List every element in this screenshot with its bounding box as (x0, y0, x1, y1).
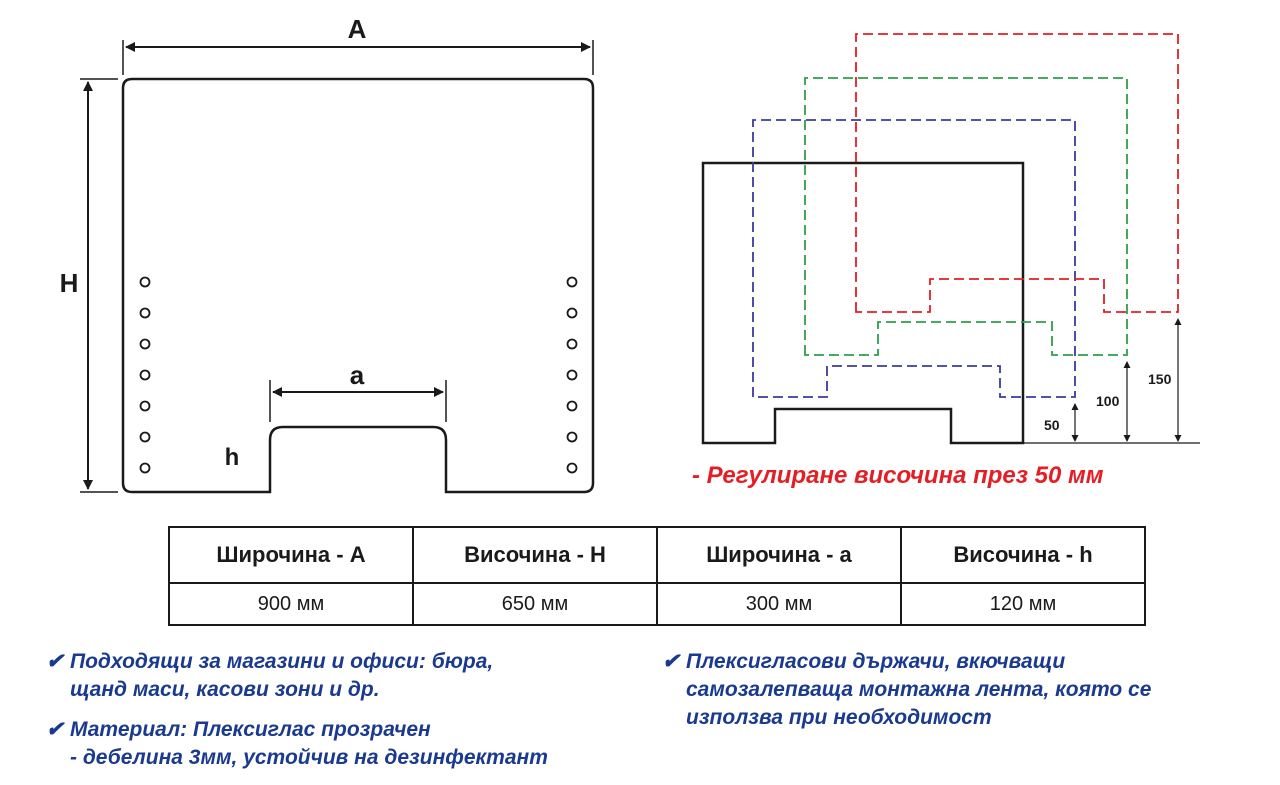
note-usage-line1: Подходящи за магазини и офиси: бюра, (70, 650, 494, 673)
label-cutout-a: a (350, 360, 365, 390)
base-outline (701, 161, 1025, 445)
header-height-h: Височина - h (900, 526, 1146, 584)
panel-outline (121, 77, 595, 494)
blue-dashed-outline (752, 119, 1076, 398)
note-usage: ✔ Подходящи за магазини и офиси: бюра, ща… (46, 648, 493, 704)
note-material-line1: Материал: Плексиглас прозрачен (70, 718, 431, 741)
label-height-H: H (60, 268, 79, 298)
mounting-hole (139, 462, 151, 474)
note-holders-line2: самозалепваща монтажна лента, която се (686, 678, 1152, 701)
checkmark-icon: ✔ (662, 650, 680, 673)
height-label-150: 150 (1148, 371, 1172, 387)
green-dashed-outline (804, 77, 1128, 356)
value-height-h: 120 мм (900, 582, 1146, 626)
specs-table: Широчина - A Височина - H Широчина - a В… (168, 526, 1146, 626)
mounting-hole (566, 431, 578, 443)
mounting-hole (139, 400, 151, 412)
mounting-hole (139, 307, 151, 319)
specs-header-row: Широчина - A Височина - H Широчина - a В… (168, 526, 1146, 584)
height-adjust-caption: - Регулиране височина през 50 мм (692, 462, 1104, 489)
mounting-hole (566, 369, 578, 381)
screen-diagram: A H a h 50 100 150 (60, 14, 1200, 494)
value-height-H: 650 мм (412, 582, 658, 626)
note-holders-line3: използва при необходимост (686, 706, 992, 729)
height-adjustment-view: 50 100 150 (701, 33, 1200, 445)
label-width-A: A (348, 14, 367, 44)
value-width-A: 900 мм (168, 582, 414, 626)
mounting-hole (139, 276, 151, 288)
note-holders: ✔ Плексигласови държачи, вкючващи самозал… (662, 648, 1151, 732)
height-label-100: 100 (1096, 393, 1120, 409)
note-holders-line1: Плексигласови държачи, вкючващи (686, 650, 1066, 673)
specs-value-row: 900 мм 650 мм 300 мм 120 мм (168, 582, 1146, 626)
holes-left (139, 276, 151, 474)
mounting-hole (139, 338, 151, 350)
label-cutout-h: h (225, 444, 240, 471)
checkmark-icon: ✔ (46, 650, 64, 673)
note-material-line2: - дебелина 3мм, устойчив на дезинфектант (70, 746, 548, 769)
front-view: A H a h (60, 14, 595, 494)
note-usage-line2: щанд маси, касови зони и др. (70, 678, 380, 701)
note-material: ✔ Материал: Плексиглас прозрачен - дебели… (46, 716, 548, 772)
value-width-a: 300 мм (656, 582, 902, 626)
header-height-H: Височина - H (412, 526, 658, 584)
mounting-hole (566, 338, 578, 350)
mounting-hole (566, 307, 578, 319)
mounting-hole (139, 431, 151, 443)
checkmark-icon: ✔ (46, 718, 64, 741)
mounting-hole (566, 462, 578, 474)
red-dashed-outline (855, 33, 1179, 313)
header-width-A: Широчина - A (168, 526, 414, 584)
header-width-a: Широчина - a (656, 526, 902, 584)
height-label-50: 50 (1044, 417, 1060, 433)
mounting-hole (566, 400, 578, 412)
mounting-hole (566, 276, 578, 288)
holes-right (566, 276, 578, 474)
mounting-hole (139, 369, 151, 381)
